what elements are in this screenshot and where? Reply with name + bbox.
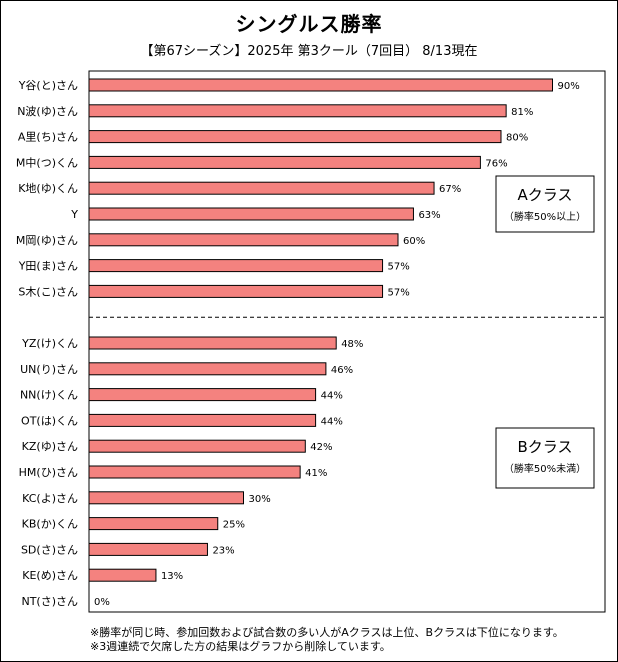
- chart-subtitle: 【第67シーズン】2025年 第3クール（7回目） 8/13現在: [140, 44, 478, 59]
- bar: [88, 233, 399, 247]
- category-label: N波(ゆ)さん: [17, 105, 78, 118]
- value-label: 48%: [341, 339, 363, 350]
- value-label: 44%: [321, 391, 343, 402]
- class-sublabel: （勝率50%以上）: [504, 210, 586, 223]
- class-box: [495, 427, 595, 489]
- value-label: 13%: [161, 571, 183, 582]
- value-label: 23%: [212, 545, 234, 556]
- category-label: KZ(ゆ)さん: [22, 440, 78, 453]
- value-label: 42%: [310, 442, 332, 453]
- value-label: 90%: [558, 81, 580, 92]
- bar: [88, 568, 157, 582]
- bar: [88, 259, 384, 273]
- bar: [88, 465, 301, 479]
- category-label: A里(ち)さん: [18, 131, 78, 144]
- category-label: SD(さ)さん: [21, 543, 78, 556]
- value-label: 41%: [305, 468, 327, 479]
- class-label: Aクラス: [518, 186, 573, 204]
- category-label: KE(め)さん: [22, 569, 78, 582]
- bar: [88, 388, 317, 402]
- category-label: KC(よ)さん: [22, 492, 78, 505]
- bar: [88, 542, 208, 556]
- category-label: K地(ゆ)くん: [18, 182, 78, 195]
- bar: [88, 336, 337, 350]
- note-1: ※勝率が同じ時、参加回数および試合数の多い人がAクラスは上位、Bクラスは下位にな…: [90, 626, 564, 639]
- chart-title: シングルス勝率: [235, 12, 383, 36]
- category-label: S木(こ)さん: [18, 285, 78, 298]
- value-label: 46%: [331, 365, 353, 376]
- category-label: M中(つ)くん: [16, 156, 78, 169]
- category-label: Y田(ま)さん: [18, 260, 78, 273]
- value-label: 30%: [249, 494, 271, 505]
- category-label: NT(さ)さん: [21, 595, 78, 608]
- value-label: 25%: [223, 520, 245, 531]
- value-label: 76%: [485, 158, 507, 169]
- class-box: [495, 175, 595, 233]
- bar: [88, 439, 306, 453]
- category-label: OT(は)くん: [21, 414, 78, 427]
- category-label: Y谷(と)さん: [18, 79, 78, 92]
- bar: [88, 207, 414, 221]
- class-label: Bクラス: [518, 438, 573, 456]
- category-label: UN(り)さん: [20, 363, 78, 376]
- category-label: NN(け)くん: [20, 389, 78, 402]
- bar: [88, 517, 219, 531]
- bar: [88, 155, 481, 169]
- category-label: KB(か)くん: [22, 518, 78, 531]
- category-label: HM(ひ)さん: [19, 466, 78, 479]
- bar: [88, 362, 327, 376]
- bar: [88, 104, 507, 118]
- bar: [88, 130, 502, 144]
- value-label: 63%: [418, 210, 440, 221]
- value-label: 0%: [94, 597, 110, 608]
- bar: [88, 284, 384, 298]
- value-label: 57%: [388, 262, 410, 273]
- bar: [88, 491, 244, 505]
- category-label: YZ(け)くん: [21, 337, 78, 350]
- bar: [88, 181, 435, 195]
- category-label: M岡(ゆ)さん: [16, 234, 78, 247]
- value-label: 80%: [506, 133, 528, 144]
- value-label: 44%: [321, 416, 343, 427]
- value-label: 67%: [439, 184, 461, 195]
- bar: [88, 78, 553, 92]
- value-label: 60%: [403, 236, 425, 247]
- class-sublabel: （勝率50%未満）: [504, 462, 586, 475]
- value-label: 81%: [511, 107, 533, 118]
- note-2: ※3週連続で欠席した方の結果はグラフから削除しています。: [90, 640, 391, 653]
- bar: [88, 413, 317, 427]
- value-label: 57%: [388, 287, 410, 298]
- category-label: Y: [70, 208, 78, 221]
